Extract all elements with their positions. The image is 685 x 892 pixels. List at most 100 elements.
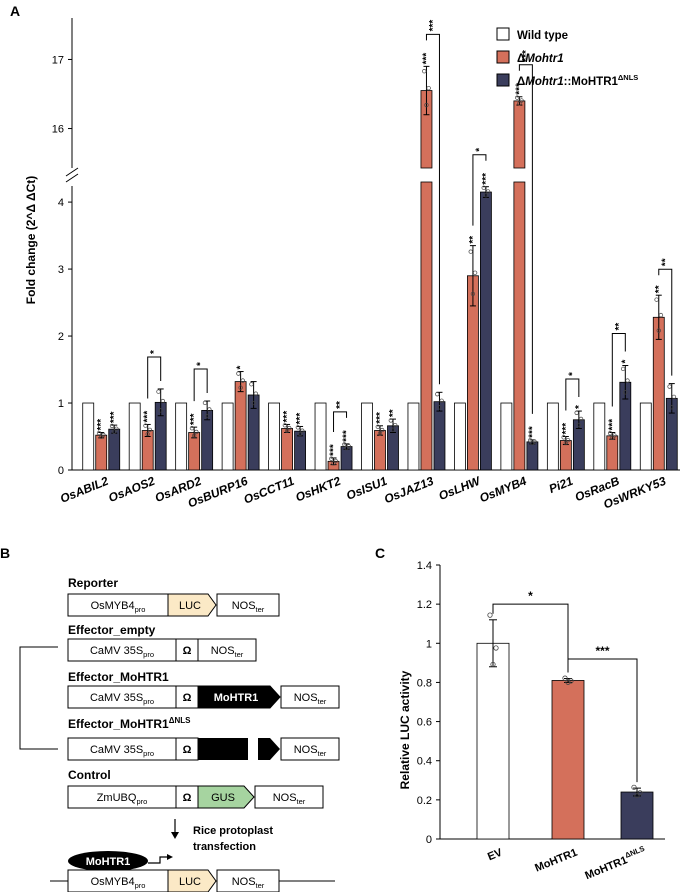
y-tick-label: 1 <box>58 398 64 410</box>
replicate-dot <box>528 438 533 443</box>
significance-stars: *** <box>282 411 293 423</box>
replicate-dot <box>485 189 491 194</box>
y-tick-label: 1 <box>426 638 432 650</box>
bar-nls <box>526 441 539 471</box>
replicate-dot <box>282 423 288 428</box>
replicate-dot <box>249 382 254 387</box>
replicate-dot <box>426 85 431 91</box>
bracket-stars: ** <box>660 258 671 266</box>
effector-empty-omega-label: Ω <box>183 645 192 657</box>
effector-mohtr1-title: Effector_MoHTR1 <box>68 670 169 684</box>
reporter-luc-label: LUC <box>179 600 201 612</box>
control-nos-label: NOSter <box>273 792 306 806</box>
replicate-dot <box>287 425 292 431</box>
replicate-dot <box>251 400 256 406</box>
replicate-dot <box>517 101 522 106</box>
bar-wild-type <box>175 402 188 471</box>
replicate-dot <box>493 645 499 651</box>
bar-mohtr1-nls <box>620 791 654 840</box>
x-tick-label: OsMYB4 <box>477 474 528 506</box>
replicate-dot <box>530 440 535 446</box>
replicate-dot <box>380 427 385 433</box>
bracket-stars: * <box>149 350 160 354</box>
replicate-dot <box>472 270 478 275</box>
replicate-dot <box>654 297 659 302</box>
effector-mohtr1-nos-label: NOSter <box>294 692 327 706</box>
effector-empty-nos-label: NOSter <box>211 645 244 659</box>
replicate-dot <box>562 675 568 681</box>
transfection-step2: transfection <box>193 841 256 853</box>
bar-mohtr1 <box>234 381 247 471</box>
comparison-bracket <box>147 356 162 399</box>
final-luc-box <box>167 869 217 892</box>
significance-stars: *** <box>96 419 107 431</box>
effector-nls-nos <box>280 737 340 761</box>
effector-mohtr1-promoter-label: CaMV 35Spro <box>90 692 154 706</box>
replicate-dot <box>112 429 117 434</box>
bracket-stars: *** <box>521 50 532 62</box>
replicate-dot <box>561 435 566 440</box>
bar-ev <box>476 642 510 840</box>
bar-wild-type <box>128 402 141 471</box>
replicate-dot <box>565 437 571 443</box>
reporter-luc-box <box>167 593 217 617</box>
comparison-bracket <box>472 154 487 226</box>
replicate-dot <box>393 422 398 428</box>
effector-mohtr1-gene-label: MoHTR1 <box>214 692 259 704</box>
control-gus-label: GUS <box>211 792 235 804</box>
reporter-promoter-label: OsMYB4pro <box>91 600 146 614</box>
comparison-bracket <box>611 333 626 407</box>
chart-c-x-labels: EV MoHTR1 MoHTR1ΔNLS <box>486 844 646 882</box>
replicate-dot <box>158 408 163 413</box>
replicate-dot <box>610 435 615 441</box>
replicate-dot <box>671 394 677 400</box>
significance-stars: *** <box>295 413 306 425</box>
replicate-dot <box>625 378 630 383</box>
y-tick-label: 0.6 <box>417 717 432 729</box>
replicate-dot <box>634 792 640 799</box>
replicate-dot <box>331 461 336 466</box>
replicate-dot <box>207 407 212 412</box>
replicate-dot <box>114 426 119 431</box>
significance-stars: *** <box>607 419 618 431</box>
replicate-dot <box>390 427 396 432</box>
legend-swatch-nls <box>496 73 510 87</box>
bar-wild-type <box>407 402 420 471</box>
y-tick-label: 4 <box>58 197 64 209</box>
effector-empty-nos <box>197 638 257 662</box>
replicate-dot <box>189 426 195 431</box>
x-tick-label: OsHKT2 <box>294 474 343 505</box>
effector-nls-title: Effector_MoHTR1ΔNLS <box>68 716 191 731</box>
replicate-dot <box>607 431 613 436</box>
axis-break-mark <box>65 173 79 183</box>
diagram-b: B Reporter OsMYB4pro LUC NOSter Effector… <box>0 547 340 892</box>
significance-stars: *** <box>514 83 525 95</box>
replicate-dot <box>532 439 537 444</box>
replicate-dot <box>612 433 617 438</box>
bar-wild-type <box>546 402 559 471</box>
comparison-bracket <box>567 658 638 783</box>
replicate-dot <box>205 413 210 419</box>
effector-nls-gene-part2 <box>258 738 280 760</box>
y-tick-label: 17 <box>52 54 64 66</box>
bar-mohtr1 <box>420 181 433 471</box>
bar-mohtr1 <box>374 430 386 471</box>
replicate-dot <box>578 416 584 422</box>
bar-wild-type <box>221 402 234 471</box>
y-tick-label: 2 <box>58 331 64 343</box>
bar-wild-type <box>454 402 466 471</box>
legend-swatch-mohtr1 <box>496 50 510 64</box>
y-tick-label: 0.8 <box>417 677 432 689</box>
control-gus-box <box>197 785 255 809</box>
bar-nls <box>480 191 492 471</box>
effector-mohtr1-omega-label: Ω <box>183 692 192 704</box>
legend-label-nls: ΔMohtr1::MoHTR1ΔNLS <box>517 73 638 88</box>
x-tick-label: EV <box>486 846 505 863</box>
replicate-dot <box>437 405 442 410</box>
final-luc-label: LUC <box>179 876 201 888</box>
replicate-dot <box>487 612 493 618</box>
replicate-dot <box>192 433 197 438</box>
comparison-bracket <box>333 411 348 432</box>
final-nos-box <box>216 869 280 892</box>
replicate-dot <box>147 427 153 433</box>
